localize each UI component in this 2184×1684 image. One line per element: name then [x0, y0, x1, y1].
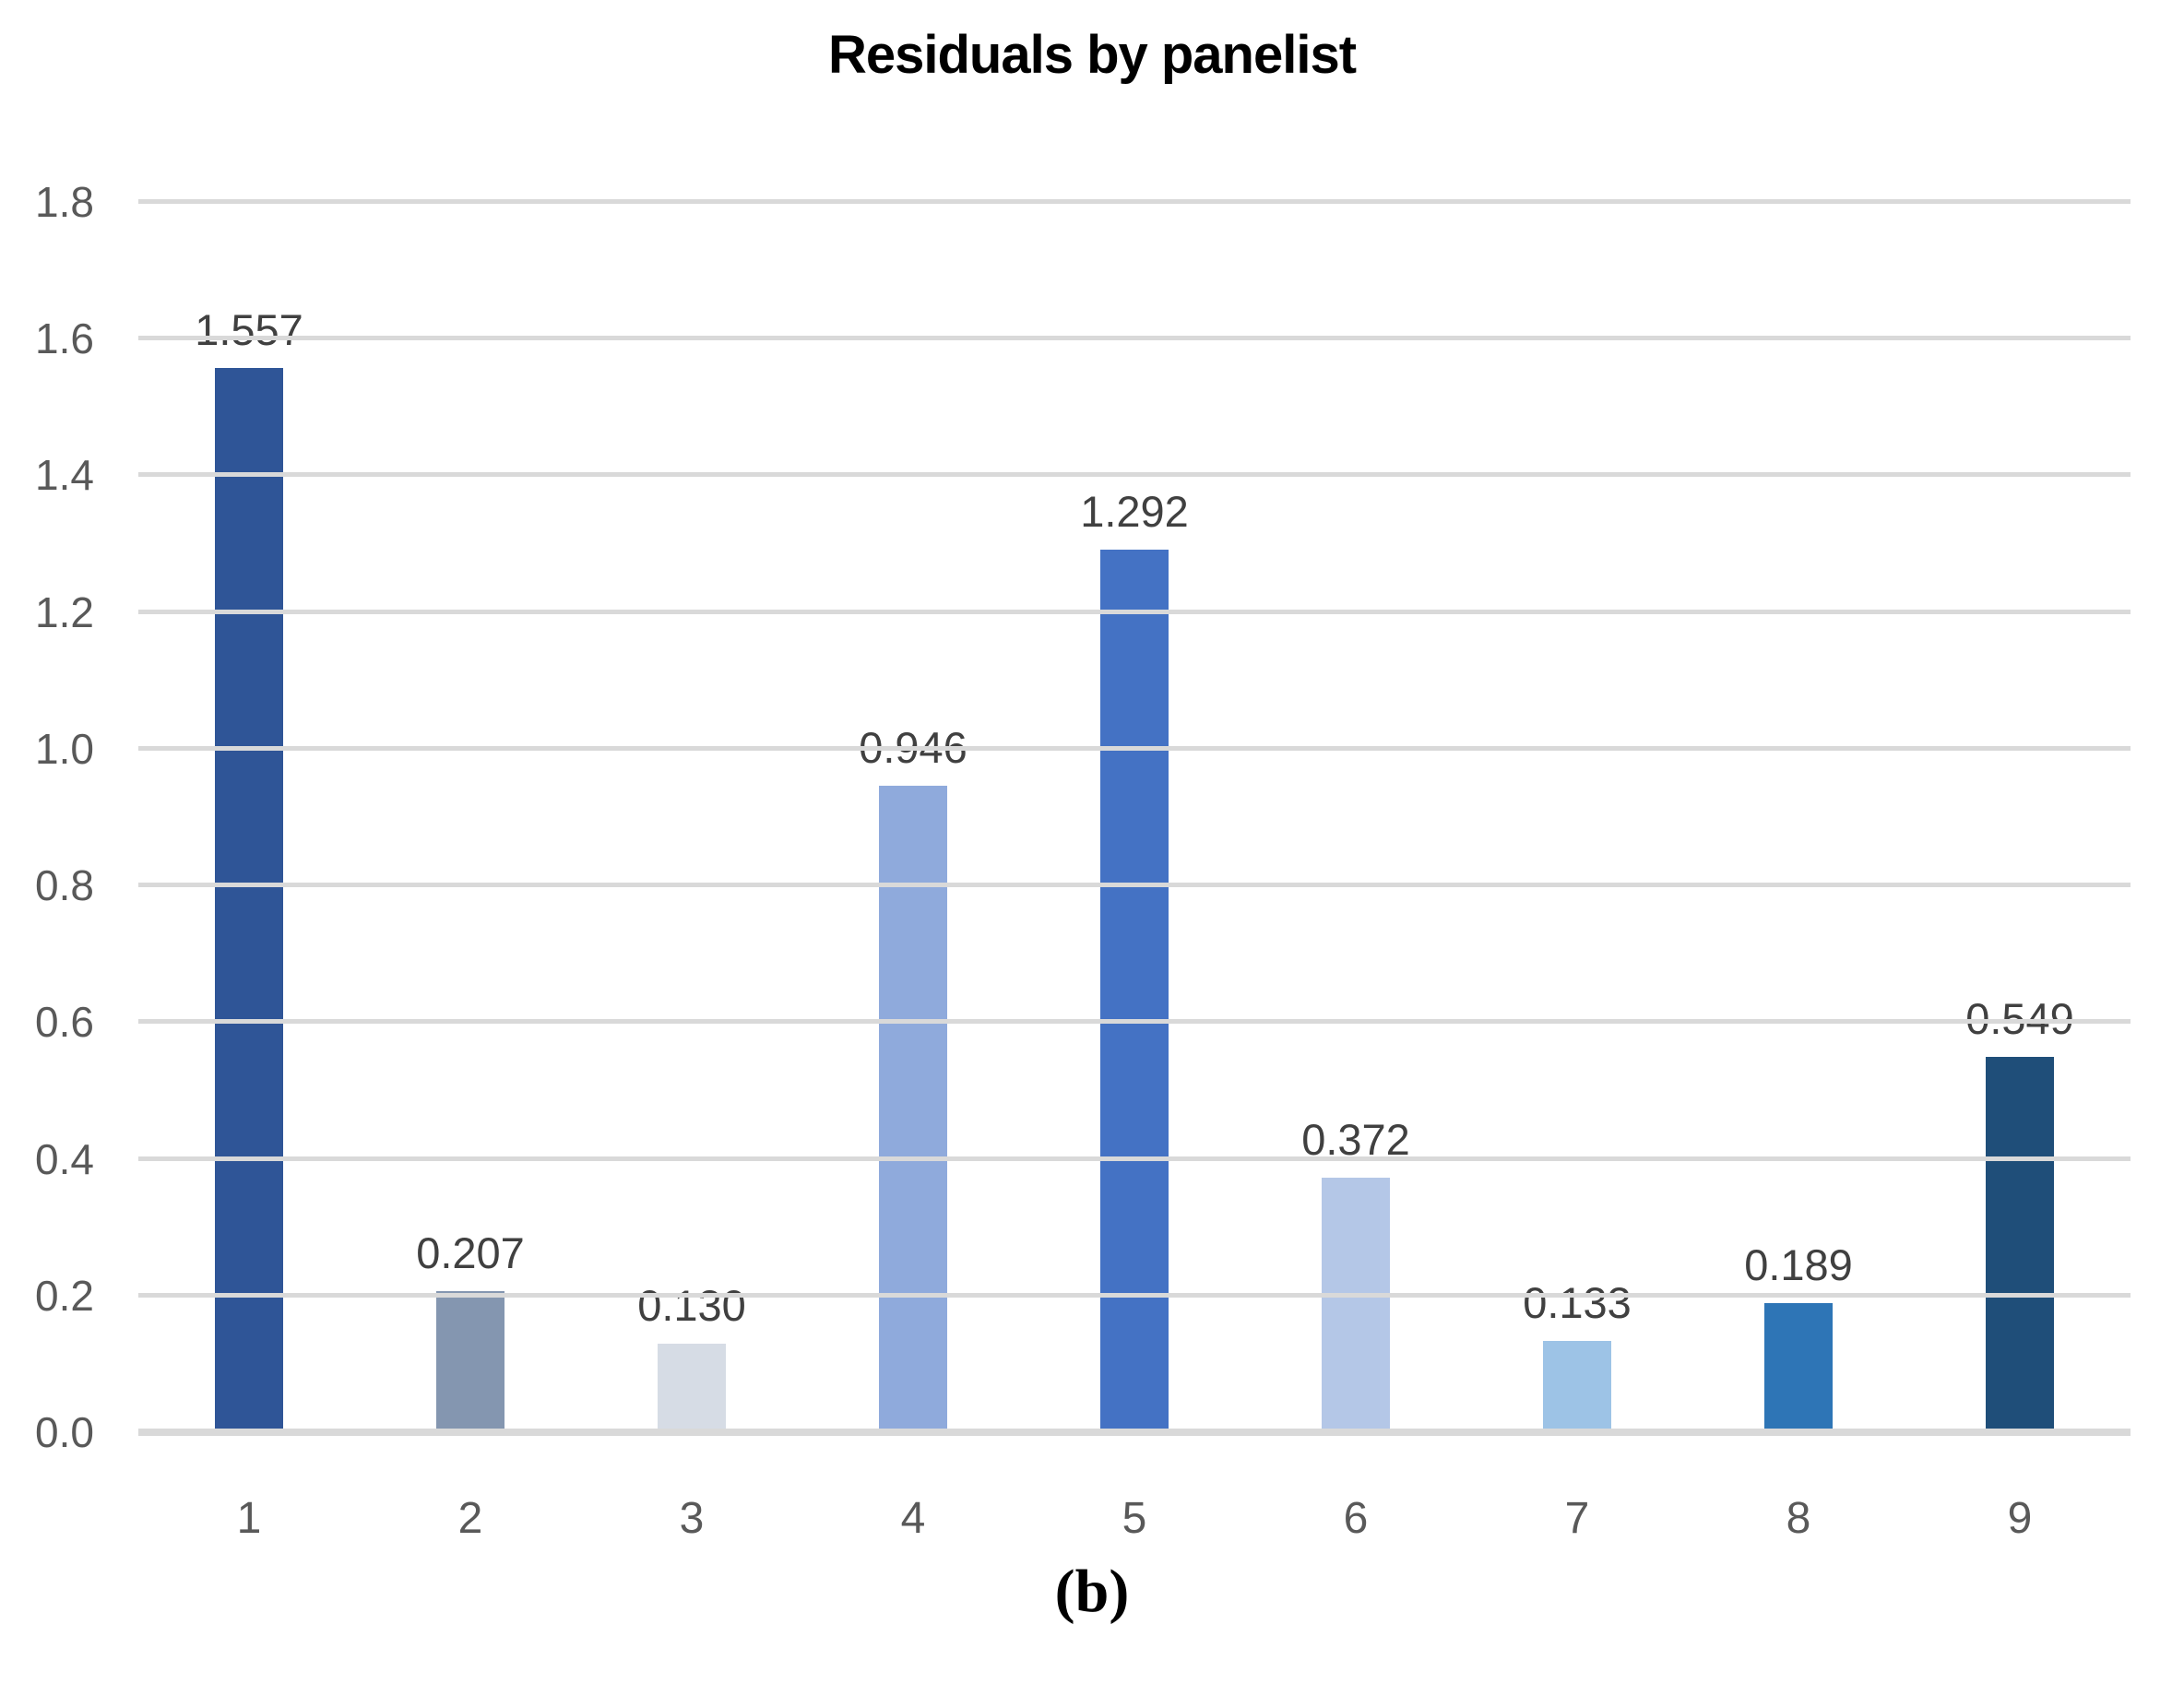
gridline [138, 472, 2131, 478]
bar [436, 1290, 504, 1432]
bar [1543, 1341, 1611, 1432]
gridline [138, 609, 2131, 614]
bar-slot: 0.133 7 [1466, 202, 1688, 1540]
y-tick-label: 1.2 [35, 587, 94, 636]
bar-slot: 1.292 5 [1024, 202, 1245, 1541]
bar-value-label: 1.557 [195, 305, 303, 355]
bar [1986, 1057, 2054, 1432]
bar-value-label: 0.207 [416, 1227, 525, 1277]
chart-title: Residuals by panelist [827, 25, 1357, 85]
bar-value-label: 1.292 [1080, 486, 1189, 536]
gridline [138, 883, 2131, 888]
plot-area: 1.557 1 0.207 2 0.130 3 0.946 4 1.292 5 0.372 6 0.13… [138, 199, 2131, 1541]
bar-value-label: 0.133 [1523, 1278, 1632, 1328]
x-tick-label: 2 [457, 1494, 483, 1543]
x-tick-label: 6 [1343, 1494, 1369, 1543]
bar-slot: 0.549 9 [1909, 202, 2131, 1540]
y-tick-label: 0.4 [35, 1134, 94, 1183]
gridline [138, 1156, 2131, 1161]
bar-slot: 0.189 8 [1688, 202, 1909, 1541]
bar-value-label: 0.549 [1965, 994, 2074, 1044]
gridline [138, 745, 2131, 751]
x-axis-line [138, 1429, 2131, 1436]
bar [215, 368, 283, 1432]
bar-value-label: 0.189 [1744, 1239, 1853, 1289]
y-tick-label: 0.8 [35, 861, 94, 910]
x-tick-label: 1 [236, 1494, 262, 1543]
y-tick-label: 1.8 [35, 178, 94, 226]
gridline [138, 1019, 2131, 1025]
x-tick-label: 7 [1564, 1494, 1590, 1543]
bar [1322, 1178, 1390, 1432]
subfigure-caption: (b) [1054, 1558, 1130, 1625]
bar-slot: 1.557 1 [138, 202, 360, 1540]
gridline [138, 1292, 2131, 1298]
y-tick-label: 0.6 [35, 998, 94, 1047]
gridline [138, 336, 2131, 341]
bar-slot: 0.372 6 [1245, 202, 1466, 1540]
y-axis: 0.0 0.2 0.4 0.6 0.8 1.0 1.2 1.4 1.6 1.8 [0, 181, 120, 1453]
bar-series: 1.557 1 0.207 2 0.130 3 0.946 4 1.292 5 0.372 6 0.13… [138, 202, 2131, 1541]
bar [879, 785, 947, 1432]
bar-value-label: 0.372 [1301, 1115, 1410, 1165]
x-tick-label: 9 [2007, 1494, 2033, 1543]
y-tick-label: 1.6 [35, 314, 94, 363]
x-tick-label: 4 [900, 1494, 926, 1543]
bar-slot: 0.130 3 [581, 202, 802, 1541]
x-tick-label: 5 [1122, 1494, 1147, 1543]
y-tick-label: 1.4 [35, 451, 94, 500]
y-tick-label: 0.0 [35, 1408, 94, 1456]
bar [1100, 549, 1169, 1432]
bar-slot: 0.207 2 [360, 202, 581, 1541]
y-tick-label: 0.2 [35, 1271, 94, 1320]
bar-value-label: 0.130 [637, 1280, 746, 1330]
bar-slot: 0.946 4 [802, 202, 1024, 1541]
y-tick-label: 1.0 [35, 724, 94, 773]
gridline [138, 199, 2131, 204]
bar [658, 1343, 726, 1432]
bar [1764, 1302, 1833, 1432]
x-tick-label: 8 [1786, 1494, 1811, 1543]
x-tick-label: 3 [679, 1494, 705, 1543]
